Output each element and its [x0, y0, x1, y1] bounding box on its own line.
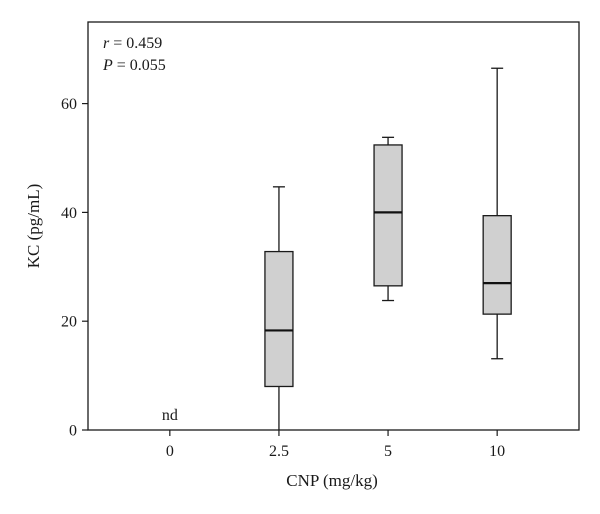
x-tick-label: 5: [384, 443, 392, 460]
box-group: nd: [162, 407, 178, 424]
iqr-box: [482, 215, 512, 315]
y-axis: 0 20 40 60: [61, 96, 88, 440]
x-tick-label: 10: [489, 443, 505, 460]
box-group: [482, 67, 512, 360]
y-tick-label: 20: [61, 314, 77, 331]
iqr-box: [264, 250, 294, 388]
p-symbol: P: [102, 57, 113, 74]
box-series: nd: [162, 67, 512, 430]
iqr-box: [373, 144, 403, 287]
y-tick-label: 60: [61, 96, 77, 113]
box-group: [373, 136, 403, 302]
x-tick-label: 0: [166, 443, 174, 460]
box-group: [264, 186, 294, 430]
x-axis: 0 2.5 5 10: [166, 430, 505, 460]
y-axis-label: KC (pg/mL): [24, 184, 43, 269]
y-tick-label: 0: [69, 423, 77, 440]
not-detected-label: nd: [162, 407, 178, 424]
x-axis-label: CNP (mg/kg): [286, 471, 377, 490]
x-tick-label: 2.5: [269, 443, 289, 460]
p-value: = 0.055: [113, 57, 166, 74]
p-value-annotation: P = 0.055: [102, 57, 166, 74]
r-symbol: r: [103, 35, 110, 52]
r-value: = 0.459: [109, 35, 162, 52]
correlation-annotation: r = 0.459: [103, 35, 162, 52]
y-tick-label: 40: [61, 205, 77, 222]
plot-frame: [87, 21, 580, 431]
